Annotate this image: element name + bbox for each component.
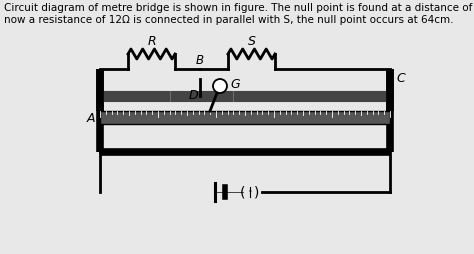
Text: G: G	[230, 78, 240, 91]
Text: ): )	[255, 185, 260, 199]
Text: B: B	[196, 54, 204, 67]
Text: S: S	[247, 35, 255, 48]
Text: ·: ·	[247, 185, 253, 200]
Text: D: D	[188, 89, 198, 102]
Text: (: (	[240, 185, 246, 199]
Text: C: C	[396, 71, 405, 84]
Text: R: R	[147, 35, 156, 48]
Text: Circuit diagram of metre bridge is shown in figure. The null point is found at a: Circuit diagram of metre bridge is shown…	[4, 3, 474, 24]
Bar	[100, 112, 390, 124]
Text: A: A	[86, 112, 95, 124]
Circle shape	[213, 80, 227, 94]
